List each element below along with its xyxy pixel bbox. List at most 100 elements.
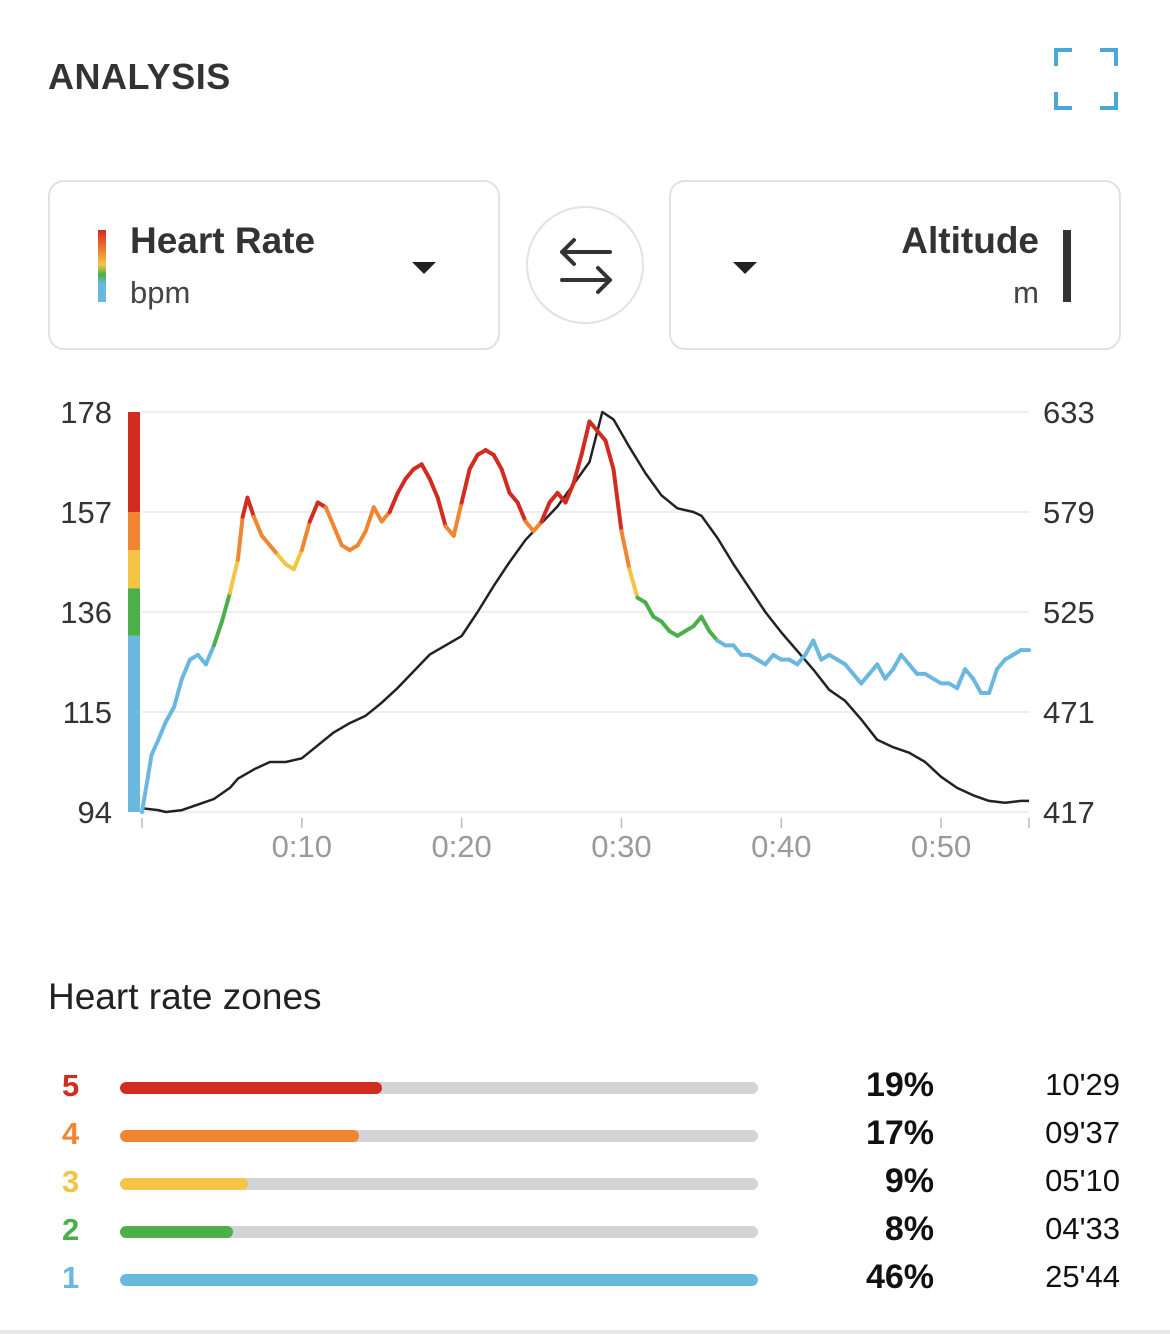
zone-bar-track [120, 1226, 758, 1238]
x-tick-label: 0:10 [272, 829, 332, 864]
heart-rate-segment [563, 481, 576, 505]
heart-rate-segment [267, 543, 280, 557]
heart-rate-segment [259, 533, 272, 548]
zone-bar-track [120, 1082, 758, 1094]
zone-row-2: 2 8% 04'33 [0, 1208, 1170, 1256]
heart-rate-segment [245, 495, 256, 519]
heart-rate-zone-legend-icon [98, 230, 106, 302]
x-tick-label: 0:30 [591, 829, 651, 864]
zone-axis-band-3 [128, 550, 140, 589]
heart-rate-segment [795, 652, 808, 667]
heart-rate-segment [875, 662, 888, 681]
heart-rate-segment [419, 462, 432, 481]
heart-rate-segment [883, 667, 896, 681]
zone-number: 4 [62, 1116, 80, 1151]
primary-metric-selector[interactable]: Heart Rate bpm [48, 180, 500, 350]
heart-rate-segment [811, 638, 824, 662]
y-right-tick-label: 633 [1043, 395, 1095, 430]
altitude-legend-icon [1063, 230, 1071, 302]
heart-rate-segment [587, 419, 600, 434]
zone-axis-band-4 [128, 512, 140, 551]
heart-rate-segment [603, 438, 616, 472]
zone-time: 04'33 [1045, 1211, 1120, 1246]
heart-rate-segment [291, 548, 304, 572]
heart-rate-segment [843, 662, 856, 676]
divider [0, 1330, 1170, 1334]
y-right-tick-label: 417 [1043, 795, 1095, 830]
heart-rate-segment [531, 519, 544, 534]
heart-rate-segment [659, 619, 672, 634]
zone-time: 10'29 [1045, 1067, 1120, 1102]
heart-rate-segment [219, 590, 232, 624]
chevron-down-icon[interactable] [733, 262, 757, 274]
heart-rate-segment [140, 781, 149, 814]
zone-bar-fill [120, 1130, 360, 1142]
zone-number: 3 [62, 1164, 80, 1199]
heart-rate-segment [299, 519, 312, 553]
heart-rate-segment [227, 557, 240, 595]
heart-rate-segment [379, 510, 392, 524]
zone-axis-band-5 [128, 412, 140, 512]
heart-rate-segment [707, 629, 720, 643]
zones-title: Heart rate zones [48, 976, 322, 1017]
heart-rate-segment [963, 667, 976, 681]
primary-metric-unit: bpm [130, 275, 191, 310]
secondary-metric-unit: m [1013, 275, 1039, 310]
heart-rate-segment [275, 552, 288, 567]
heart-rate-segment [355, 529, 368, 548]
heart-rate-segment [307, 500, 320, 524]
heart-rate-segment [467, 452, 480, 472]
zone-percent: 8% [884, 1210, 934, 1248]
heart-rate-segment [491, 452, 504, 472]
heart-rate-segment [203, 643, 216, 667]
y-right-tick-label: 579 [1043, 495, 1095, 530]
heart-rate-segment [851, 671, 864, 686]
zone-time: 05'10 [1045, 1163, 1120, 1198]
heart-rate-segment [459, 467, 472, 505]
heart-rate-segment [627, 567, 640, 600]
heart-rate-segment [171, 676, 184, 710]
chevron-down-icon[interactable] [412, 262, 436, 274]
y-left-tick-label: 115 [63, 695, 112, 730]
swap-metrics-button[interactable] [526, 206, 644, 324]
zone-number: 5 [62, 1068, 80, 1103]
heart-rate-segment [731, 643, 744, 657]
heart-rate-segment [387, 490, 400, 514]
zone-bar-fill [120, 1274, 758, 1286]
x-tick-label: 0:40 [751, 829, 811, 864]
heart-rate-segment [859, 671, 872, 686]
secondary-metric-name: Altitude [901, 220, 1039, 261]
heart-rate-segment [155, 719, 168, 743]
heart-rate-segment [163, 705, 176, 724]
heart-rate-segment [435, 495, 448, 529]
heart-rate-segment [971, 676, 984, 695]
heart-rate-segment [539, 500, 552, 524]
heart-rate-segment [451, 500, 464, 538]
secondary-metric-selector[interactable]: Altitude m [669, 180, 1121, 350]
zone-percent: 46% [865, 1258, 934, 1296]
heart-rate-segment [803, 638, 816, 657]
zone-axis-band-2 [128, 588, 140, 636]
heart-rate-segment [899, 652, 912, 667]
zone-bar-fill [120, 1226, 233, 1238]
zone-row-3: 3 9% 05'10 [0, 1160, 1170, 1208]
zone-bar-fill [120, 1082, 382, 1094]
zone-axis-band-1 [128, 635, 140, 812]
heart-rate-segment [427, 476, 440, 500]
heart-rate-segment [699, 614, 712, 634]
zone-percent: 19% [865, 1066, 934, 1104]
heart-rate-segment [323, 505, 336, 529]
heart-rate-segment [211, 619, 224, 648]
heart-rate-segment [547, 490, 560, 505]
heart-rate-segment [395, 476, 408, 495]
zone-time: 09'37 [1045, 1115, 1120, 1150]
heart-rate-segment [179, 657, 192, 681]
heart-rate-segment [144, 752, 154, 786]
heart-rate-segment [611, 467, 624, 534]
analysis-chart[interactable]: 178 633 157 579 136 525 115 471 94 417 0:10 0:20 0:3… [0, 380, 1170, 880]
heart-rate-segment [523, 519, 536, 534]
expand-fullscreen-icon[interactable] [1054, 48, 1118, 110]
zone-number: 2 [62, 1212, 80, 1247]
heart-rate-segment [987, 667, 1000, 695]
heart-rate-segment [515, 500, 528, 524]
